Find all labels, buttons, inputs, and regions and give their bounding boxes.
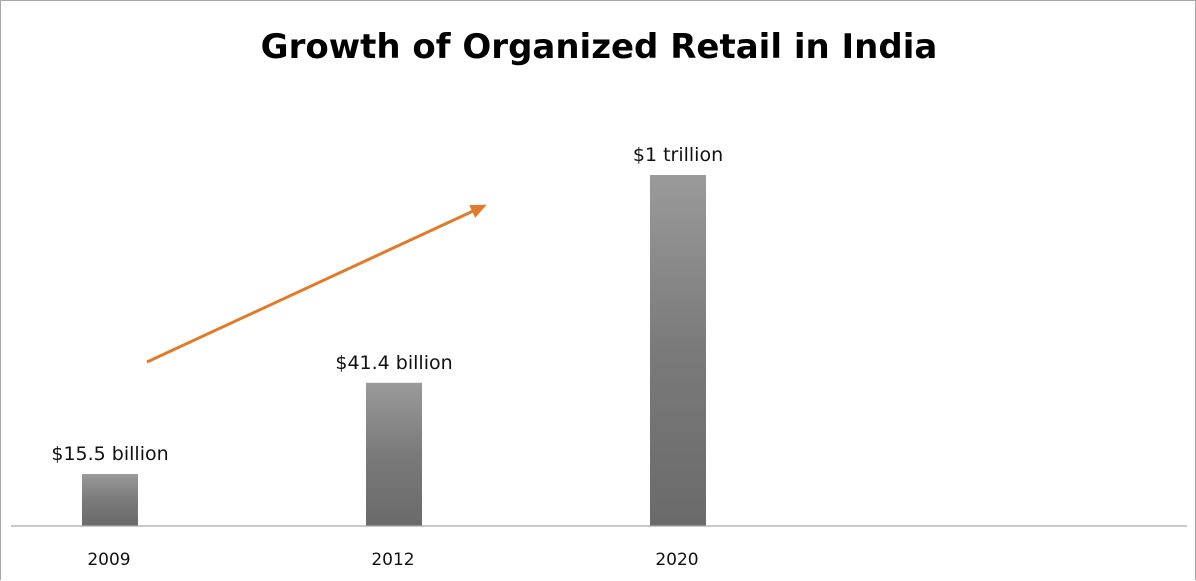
- data-label-2012: $41.4 billion: [335, 352, 452, 374]
- x-tick-label-2020: 2020: [655, 550, 698, 570]
- trend-arrow: [146, 204, 487, 364]
- x-tick-label-2012: 2012: [371, 550, 414, 570]
- chart-title: Growth of Organized Retail in India: [260, 27, 938, 67]
- data-label-2009: $15.5 billion: [51, 443, 168, 465]
- data-label-2020: $1 trillion: [633, 144, 723, 166]
- bar-2009: [82, 474, 138, 526]
- bar-2020: [650, 175, 706, 526]
- bar-2012: [366, 382, 422, 526]
- x-tick-label-2009: 2009: [87, 550, 130, 570]
